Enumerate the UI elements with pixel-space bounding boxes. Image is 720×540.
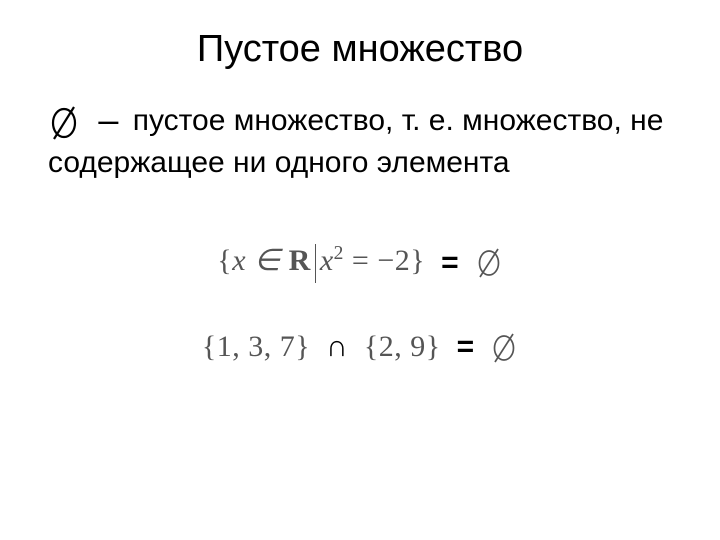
emptyset-symbol-2 <box>490 329 518 366</box>
set-a: {1, 3, 7} <box>202 330 310 364</box>
rbrace: } <box>410 244 425 277</box>
intersection-symbol: ∩ <box>326 330 348 364</box>
x-in: x ∈ <box>232 244 288 277</box>
formula-2: {1, 3, 7} ∩ {2, 9} = <box>202 329 518 366</box>
page-title: Пустое множество <box>0 0 720 101</box>
inner-eq: = <box>344 244 377 277</box>
definition-paragraph: – пустое множество, т. е. множество, не … <box>0 101 720 183</box>
real-r: R <box>289 244 311 277</box>
x-var: x <box>320 244 334 277</box>
equals-sign-1: = <box>441 246 459 280</box>
exponent-2: 2 <box>334 243 344 264</box>
emptyset-symbol-1 <box>475 244 503 281</box>
bar-separator <box>315 244 316 283</box>
definition-text: пустое множество, т. е. множество, не со… <box>48 104 663 179</box>
formula-1: {x ∈ Rx2 = −2} = <box>217 243 502 283</box>
equals-sign-2: = <box>457 330 475 364</box>
minus-two: −2 <box>377 244 410 277</box>
formula-1-set: {x ∈ Rx2 = −2} <box>217 243 425 283</box>
set-b: {2, 9} <box>364 330 441 364</box>
lbrace: { <box>217 244 232 277</box>
emptyset-symbol-large <box>48 102 80 143</box>
formulas-block: {x ∈ Rx2 = −2} = {1, 3, 7} ∩ {2, 9} = <box>0 243 720 366</box>
